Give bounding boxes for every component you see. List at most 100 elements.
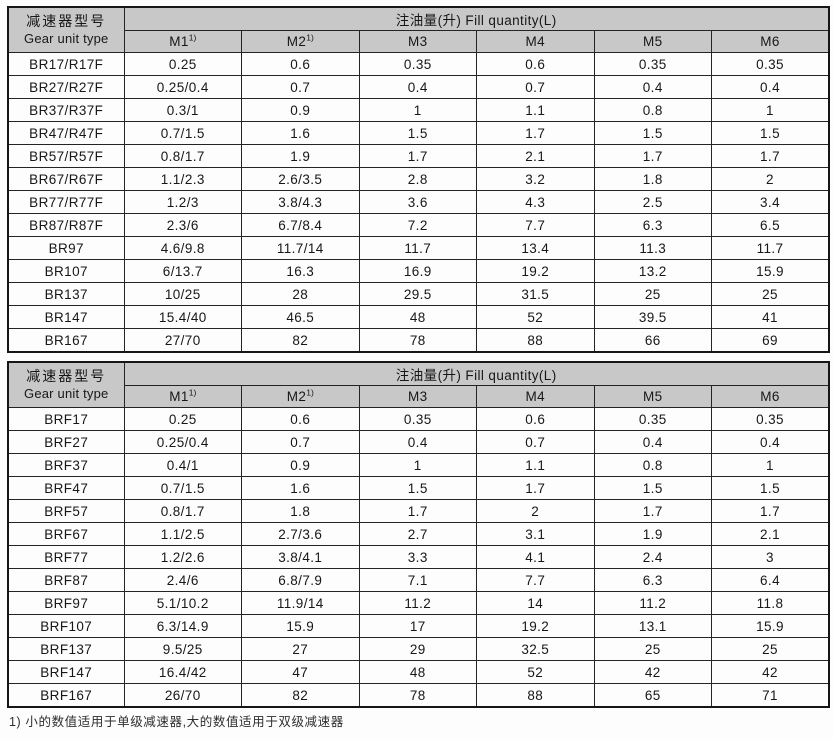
fill-quantity-cell: 6.4 <box>711 568 830 592</box>
fill-quantity-cell: 66 <box>593 328 712 353</box>
fill-quantity-cell: 2.7/3.6 <box>241 522 360 546</box>
fill-quantity-cell: 69 <box>711 328 830 353</box>
column-header-row: M11) M21) M3 M4 M5 M6 <box>8 385 830 408</box>
fill-quantity-cell: 3.1 <box>476 522 595 546</box>
fill-quantity-cell: 0.4 <box>593 75 712 99</box>
fill-quantity-cell: 0.8 <box>593 453 712 477</box>
fill-quantity-cell: 6.5 <box>711 213 830 237</box>
fill-quantity-cell: 7.1 <box>358 568 477 592</box>
gear-unit-type-cell: BR137 <box>7 282 125 306</box>
fill-quantity-cell: 1.8 <box>593 167 712 191</box>
gear-unit-type-cell: BR67/R67F <box>7 167 125 191</box>
table-row: BR77/R77F 1.2/3 3.8/4.3 3.6 4.3 2.5 3.4 <box>7 190 830 214</box>
fill-quantity-cell: 0.25 <box>123 407 242 431</box>
fill-quantity-cell: 11.7 <box>711 236 830 260</box>
column-header-m2: M21) <box>241 385 360 408</box>
fill-quantity-cell: 19.2 <box>476 614 595 638</box>
fill-quantity-cell: 42 <box>593 660 712 684</box>
fill-quantity-cell: 0.8/1.7 <box>123 499 242 523</box>
column-header-m5: M5 <box>593 30 712 53</box>
table-row: BR147 15.4/40 46.5 48 52 39.5 41 <box>7 305 830 329</box>
fill-quantity-cell: 0.9 <box>241 453 360 477</box>
table-row: BR107 6/13.7 16.3 16.9 19.2 13.2 15.9 <box>7 259 830 283</box>
gear-unit-type-label-en: Gear unit type <box>24 30 109 46</box>
fill-quantity-cell: 78 <box>358 683 477 708</box>
table-body: BR17/R17F 0.25 0.6 0.35 0.6 0.35 0.35 BR27/R27F… <box>7 52 830 353</box>
table-row: BRF77 1.2/2.6 3.8/4.1 3.3 4.1 2.4 3 <box>7 545 830 569</box>
fill-quantity-cell: 0.7 <box>476 430 595 454</box>
gear-unit-type-cell: BRF107 <box>7 614 125 638</box>
fill-quantity-cell: 29.5 <box>358 282 477 306</box>
fill-quantity-cell: 0.35 <box>358 52 477 76</box>
fill-quantity-cell: 2.8 <box>358 167 477 191</box>
fill-quantity-cell: 0.7 <box>241 75 360 99</box>
fill-quantity-cell: 25 <box>593 282 712 306</box>
fill-quantity-cell: 0.4 <box>593 430 712 454</box>
fill-quantity-cell: 27/70 <box>123 328 242 353</box>
fill-quantity-cell: 1.5 <box>711 476 830 500</box>
table-row: BRF17 0.25 0.6 0.35 0.6 0.35 0.35 <box>7 407 830 431</box>
fill-quantity-cell: 0.6 <box>476 52 595 76</box>
column-header-m6: M6 <box>711 385 830 408</box>
fill-quantity-cell: 82 <box>241 328 360 353</box>
column-header-m5: M5 <box>593 385 712 408</box>
fill-quantity-cell: 1 <box>358 98 477 122</box>
fill-quantity-cell: 1.2/3 <box>123 190 242 214</box>
fill-quantity-cell: 16.3 <box>241 259 360 283</box>
fill-quantity-cell: 15.9 <box>711 614 830 638</box>
fill-quantity-cell: 1.1/2.3 <box>123 167 242 191</box>
table-row: BRF37 0.4/1 0.9 1 1.1 0.8 1 <box>7 453 830 477</box>
gear-unit-type-header: 减速器型号 Gear unit type <box>7 361 125 408</box>
fill-quantity-cell: 1.5 <box>711 121 830 145</box>
gear-unit-type-cell: BRF17 <box>7 407 125 431</box>
fill-quantity-cell: 65 <box>593 683 712 708</box>
fill-quantity-cell: 4.3 <box>476 190 595 214</box>
fill-quantity-cell: 1.5 <box>593 121 712 145</box>
fill-quantity-cell: 5.1/10.2 <box>123 591 242 615</box>
fill-quantity-cell: 0.4/1 <box>123 453 242 477</box>
fill-quantity-cell: 6.7/8.4 <box>241 213 360 237</box>
fill-quantity-cell: 16.4/42 <box>123 660 242 684</box>
fill-quantity-cell: 1.9 <box>241 144 360 168</box>
fill-quantity-cell: 0.8 <box>593 98 712 122</box>
fill-quantity-cell: 15.9 <box>241 614 360 638</box>
fill-quantity-cell: 11.7 <box>358 236 477 260</box>
fill-quantity-cell: 0.8/1.7 <box>123 144 242 168</box>
fill-quantity-cell: 3 <box>711 545 830 569</box>
group-header-row: 减速器型号 Gear unit type 注油量(升) Fill quantit… <box>7 361 830 408</box>
fill-quantity-cell: 0.7/1.5 <box>123 121 242 145</box>
fill-quantity-cell: 0.35 <box>711 52 830 76</box>
fill-quantity-cell: 14 <box>476 591 595 615</box>
fill-quantity-cell: 2.4/6 <box>123 568 242 592</box>
gear-unit-type-cell: BR77/R77F <box>7 190 125 214</box>
fill-quantity-cell: 17 <box>358 614 477 638</box>
column-header-m1: M11) <box>123 385 242 408</box>
fill-quantity-cell: 48 <box>358 660 477 684</box>
table-row: BRF167 26/70 82 78 88 65 71 <box>7 683 830 708</box>
footnote: 1) 小的数值适用于单级减速器,大的数值适用于双级减速器 <box>9 715 344 729</box>
column-header-m1: M11) <box>123 30 242 53</box>
fill-quantity-cell: 11.2 <box>593 591 712 615</box>
gear-unit-type-cell: BRF137 <box>7 637 125 661</box>
fill-quantity-cell: 71 <box>711 683 830 708</box>
gear-unit-type-cell: BRF57 <box>7 499 125 523</box>
fill-quantity-cell: 0.9 <box>241 98 360 122</box>
fill-quantity-cell: 46.5 <box>241 305 360 329</box>
fill-quantity-cell: 1.1 <box>476 453 595 477</box>
gear-unit-type-cell: BR47/R47F <box>7 121 125 145</box>
fill-quantity-cell: 1.7 <box>593 499 712 523</box>
fill-quantity-cell: 13.1 <box>593 614 712 638</box>
fill-quantity-cell: 31.5 <box>476 282 595 306</box>
fill-quantity-cell: 2 <box>476 499 595 523</box>
table-row: BR27/R27F 0.25/0.4 0.7 0.4 0.7 0.4 0.4 <box>7 75 830 99</box>
column-header-m4: M4 <box>476 30 595 53</box>
column-header-m3: M3 <box>358 385 477 408</box>
fill-quantity-cell: 47 <box>241 660 360 684</box>
fill-quantity-cell: 48 <box>358 305 477 329</box>
fill-quantity-table-br: 减速器型号 Gear unit type 注油量(升) Fill quantit… <box>7 6 830 353</box>
fill-quantity-cell: 6.3/14.9 <box>123 614 242 638</box>
fill-quantity-cell: 25 <box>593 637 712 661</box>
fill-quantity-cell: 1.1/2.5 <box>123 522 242 546</box>
fill-quantity-cell: 78 <box>358 328 477 353</box>
